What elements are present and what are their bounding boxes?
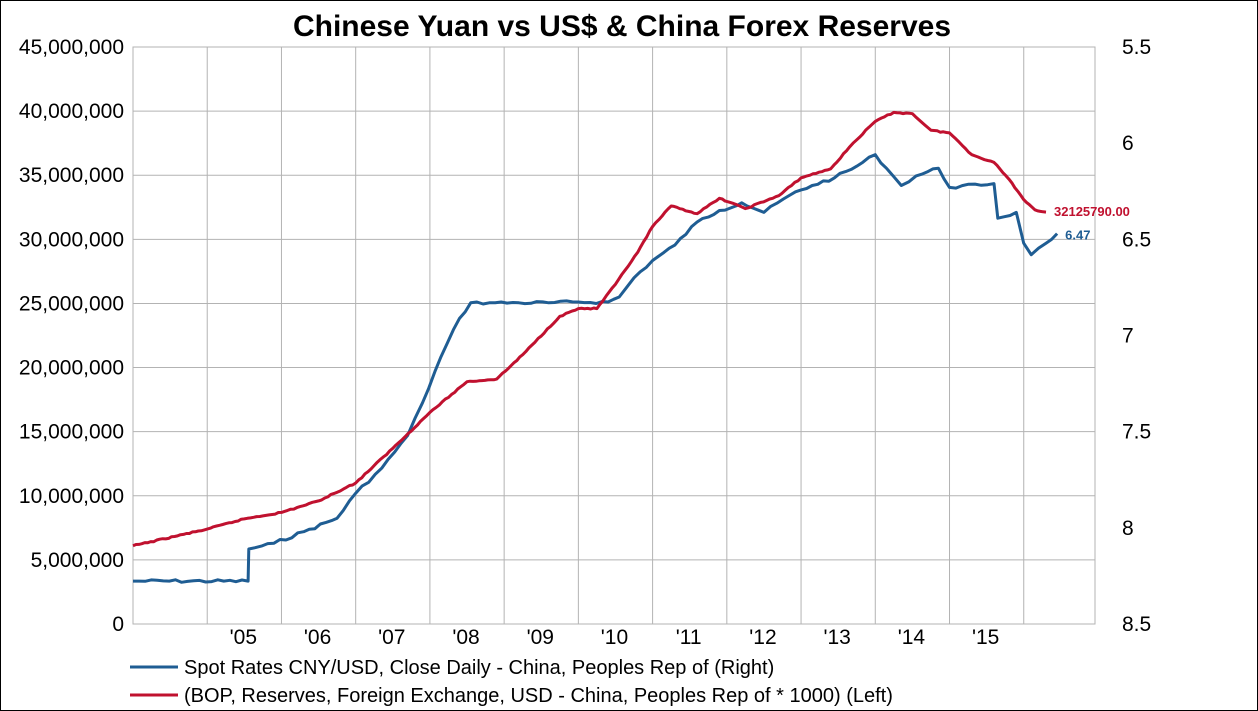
- y-left-tick-label: 25,000,000: [19, 292, 124, 315]
- y-right-tick-label: 6.5: [1122, 228, 1151, 251]
- chart-title: Chinese Yuan vs US$ & China Forex Reserv…: [293, 10, 951, 43]
- series-line-forex-reserves: [132, 110, 1047, 548]
- y-right-tick-label: 8.5: [1122, 613, 1151, 636]
- y-right-tick-label: 6: [1122, 132, 1134, 155]
- y-left-tick-label: 10,000,000: [19, 485, 124, 508]
- y-left-tick-label: 5,000,000: [31, 549, 124, 572]
- end-label-forex-reserves: 32125790.00: [1054, 204, 1130, 219]
- x-tick-label: '12: [749, 626, 776, 649]
- axes: 45,000,000 40,000,000 35,000,000 30,000,000…: [19, 36, 1151, 649]
- y-left-tick-label: 45,000,000: [19, 36, 124, 59]
- series-line-cny-usd: [133, 153, 1059, 584]
- series-lines: 6.47 32125790.00: [132, 110, 1130, 584]
- x-tick-label: '11: [676, 626, 702, 649]
- y-right-tick-label: 8: [1122, 517, 1134, 540]
- y-right-tick-label: 7: [1122, 325, 1134, 348]
- y-left-tick-label: 0: [112, 613, 124, 636]
- y-right-tick-label: 7.5: [1122, 421, 1151, 444]
- x-tick-label: '09: [527, 626, 554, 649]
- y-left-tick-label: 35,000,000: [19, 164, 124, 187]
- y-left-tick-label: 40,000,000: [19, 100, 124, 123]
- x-tick-label: '07: [378, 626, 405, 649]
- y-left-tick-label: 20,000,000: [19, 357, 124, 380]
- end-label-cny-usd: 6.47: [1065, 228, 1090, 243]
- y-left-tick-label: 15,000,000: [19, 421, 124, 444]
- x-tick-label: '13: [823, 626, 850, 649]
- y-right-tick-label: 5.5: [1122, 36, 1151, 59]
- legend: Spot Rates CNY/USD, Close Daily - China,…: [130, 657, 893, 707]
- plot-area: [132, 46, 1096, 625]
- x-tick-label: '08: [452, 626, 479, 649]
- x-tick-label: '10: [601, 626, 628, 649]
- legend-label-cny: Spot Rates CNY/USD, Close Daily - China,…: [184, 657, 774, 679]
- x-tick-label: '14: [898, 626, 926, 649]
- x-tick-label: '15: [972, 626, 999, 649]
- x-tick-label: '05: [230, 626, 257, 649]
- legend-label-reserves: (BOP, Reserves, Foreign Exchange, USD - …: [184, 685, 893, 707]
- y-left-tick-label: 30,000,000: [19, 228, 124, 251]
- x-tick-label: '06: [304, 626, 331, 649]
